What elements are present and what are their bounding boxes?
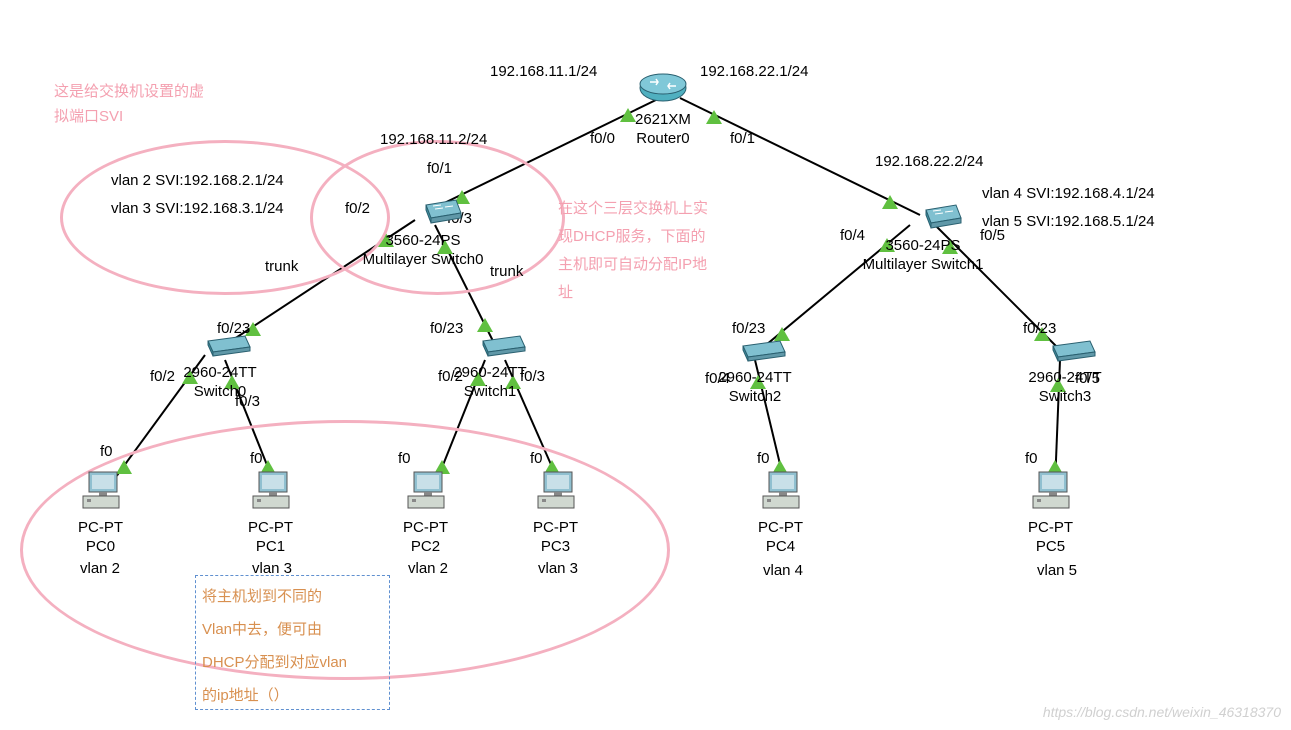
device-sw3[interactable]: 2960-24TT Switch3 — [1035, 338, 1110, 405]
sw2-model: 2960-24TT — [710, 369, 800, 386]
svi-right-2: vlan 5 SVI:192.168.5.1/24 — [982, 213, 1155, 230]
vlan-pc2: vlan 2 — [408, 560, 448, 577]
device-router0[interactable]: 2621XM Router0 — [635, 72, 691, 147]
annotation-host-2: Vlan中去，便可由 — [202, 618, 322, 639]
vlan-pc5: vlan 5 — [1037, 562, 1077, 579]
port-f01-mls0: f0/1 — [427, 160, 452, 177]
annotation-dhcp-4: 址 — [558, 281, 573, 302]
vlan-pc0: vlan 2 — [80, 560, 120, 577]
sw3-model: 2960-24TT — [1020, 369, 1110, 386]
device-sw1[interactable]: 2960-24TT Switch1 — [470, 333, 535, 400]
annotation-dhcp-3: 主机即可自动分配IP地 — [558, 253, 707, 274]
pc-icon — [534, 468, 578, 512]
mls1-name: Multilayer Switch1 — [858, 256, 988, 273]
sw0-model: 2960-24TT — [175, 364, 265, 381]
sw1-name: Switch1 — [445, 383, 535, 400]
vlan-pc4: vlan 4 — [763, 562, 803, 579]
ip-label-mls1: 192.168.22.2/24 — [875, 153, 983, 170]
pc2-model: PC-PT — [403, 519, 448, 536]
switch-icon — [738, 338, 788, 362]
port-f0-pc0: f0 — [100, 443, 113, 460]
device-pc0[interactable]: PC-PT PC0 — [78, 468, 123, 555]
pc3-model: PC-PT — [533, 519, 578, 536]
switch-icon — [478, 333, 528, 357]
device-pc5[interactable]: PC-PT PC5 — [1028, 468, 1073, 555]
port-f0-pc3: f0 — [530, 450, 543, 467]
svi-left-2: vlan 3 SVI:192.168.3.1/24 — [111, 200, 284, 217]
trunk-left: trunk — [265, 258, 298, 275]
device-pc1[interactable]: PC-PT PC1 — [248, 468, 293, 555]
annotation-host-1: 将主机划到不同的 — [202, 585, 322, 606]
port-f02-mls0: f0/2 — [345, 200, 370, 217]
router0-model: 2621XM — [635, 111, 691, 128]
pc0-name: PC0 — [78, 538, 123, 555]
svi-right-1: vlan 4 SVI:192.168.4.1/24 — [982, 185, 1155, 202]
port-f02-sw0: f0/2 — [150, 368, 175, 385]
sw1-model: 2960-24TT — [445, 364, 535, 381]
svi-left-1: vlan 2 SVI:192.168.2.1/24 — [111, 172, 284, 189]
pc-icon — [79, 468, 123, 512]
diagram-canvas: 192.168.11.1/24 192.168.22.1/24 192.168.… — [0, 0, 1291, 730]
device-pc3[interactable]: PC-PT PC3 — [533, 468, 578, 555]
l3switch-icon — [421, 195, 465, 225]
pc-icon — [1029, 468, 1073, 512]
sw0-name: Switch0 — [175, 383, 265, 400]
watermark: https://blog.csdn.net/weixin_46318370 — [1043, 704, 1281, 720]
pc0-model: PC-PT — [78, 519, 123, 536]
pc4-model: PC-PT — [758, 519, 803, 536]
sw3-name: Switch3 — [1020, 388, 1110, 405]
annotation-svi-1: 这是给交换机设置的虚 — [54, 80, 204, 101]
annotation-host-4: 的ip地址（） — [202, 684, 289, 705]
pc5-name: PC5 — [1028, 538, 1073, 555]
vlan-pc3: vlan 3 — [538, 560, 578, 577]
annotation-svi-2: 拟端口SVI — [54, 105, 123, 126]
pc4-name: PC4 — [758, 538, 803, 555]
device-mls0[interactable]: 3560-24PS Multilayer Switch0 — [398, 195, 488, 268]
port-f01-router: f0/1 — [730, 130, 755, 147]
port-f0-pc5: f0 — [1025, 450, 1038, 467]
ip-label-router-left: 192.168.11.1/24 — [490, 63, 597, 80]
port-f023-sw2: f0/23 — [732, 320, 765, 337]
sw2-name: Switch2 — [710, 388, 800, 405]
trunk-right: trunk — [490, 263, 523, 280]
switch-icon — [1048, 338, 1098, 362]
mls0-model: 3560-24PS — [358, 232, 488, 249]
mls1-model: 3560-24PS — [858, 237, 988, 254]
switch-icon — [203, 333, 253, 357]
mls0-name: Multilayer Switch0 — [358, 251, 488, 268]
device-mls1[interactable]: 3560-24PS Multilayer Switch1 — [898, 200, 988, 273]
l3switch-icon — [921, 200, 965, 230]
port-f0-pc1: f0 — [250, 450, 263, 467]
ip-label-router-right: 192.168.22.1/24 — [700, 63, 808, 80]
pc-icon — [249, 468, 293, 512]
vlan-pc1: vlan 3 — [252, 560, 292, 577]
device-sw0[interactable]: 2960-24TT Switch0 — [190, 333, 265, 400]
device-pc2[interactable]: PC-PT PC2 — [403, 468, 448, 555]
device-pc4[interactable]: PC-PT PC4 — [758, 468, 803, 555]
pc3-name: PC3 — [533, 538, 578, 555]
port-f023-sw3: f0/23 — [1023, 320, 1056, 337]
pc2-name: PC2 — [403, 538, 448, 555]
annotation-dhcp-1: 在这个三层交换机上实 — [558, 197, 708, 218]
annotation-host-3: DHCP分配到对应vlan — [202, 651, 347, 672]
router-icon — [638, 72, 688, 104]
port-f0-pc2: f0 — [398, 450, 411, 467]
pc1-model: PC-PT — [248, 519, 293, 536]
pc1-name: PC1 — [248, 538, 293, 555]
router0-name: Router0 — [635, 130, 691, 147]
ip-label-mls0: 192.168.11.2/24 — [380, 131, 487, 148]
port-f0-pc4: f0 — [757, 450, 770, 467]
pc5-model: PC-PT — [1028, 519, 1073, 536]
device-sw2[interactable]: 2960-24TT Switch2 — [725, 338, 800, 405]
port-f00: f0/0 — [590, 130, 615, 147]
port-f023-sw1: f0/23 — [430, 320, 463, 337]
pc-icon — [759, 468, 803, 512]
pc-icon — [404, 468, 448, 512]
annotation-dhcp-2: 现DHCP服务，下面的 — [558, 225, 706, 246]
